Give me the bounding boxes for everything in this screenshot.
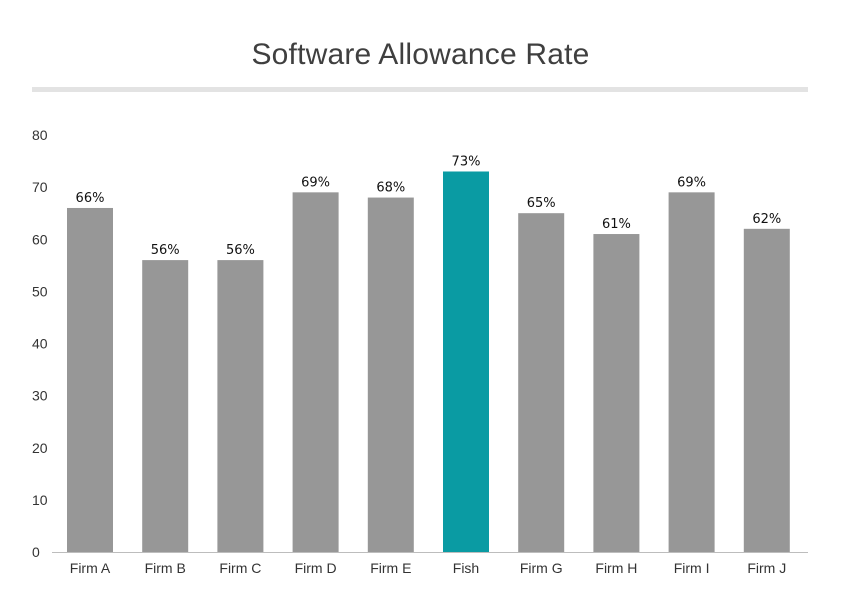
bar <box>292 192 339 552</box>
data-label: 69% <box>677 175 706 190</box>
bar <box>593 234 640 552</box>
data-label: 68% <box>376 181 405 196</box>
x-tick-label: Firm B <box>145 560 186 576</box>
title-divider <box>32 87 808 92</box>
bar <box>518 213 565 552</box>
data-label: 56% <box>151 243 180 258</box>
bar <box>668 192 715 552</box>
x-tick-label: Firm I <box>674 560 710 576</box>
y-tick-label: 60 <box>32 231 48 247</box>
y-tick-label: 0 <box>32 544 40 560</box>
bar <box>142 260 189 552</box>
bar <box>367 197 414 553</box>
bar <box>217 260 264 552</box>
x-tick-label: Firm E <box>370 560 411 576</box>
y-tick-label: 50 <box>32 283 48 299</box>
bar <box>67 207 113 552</box>
x-tick-label: Firm J <box>747 560 786 576</box>
x-tick-label: Firm A <box>70 560 111 576</box>
x-tick-label: Fish <box>453 560 479 576</box>
x-tick-label: Firm C <box>219 560 261 576</box>
data-label: 62% <box>752 212 781 227</box>
data-label: 61% <box>602 217 631 232</box>
bar-highlight <box>443 171 489 553</box>
y-tick-label: 10 <box>32 492 48 508</box>
data-label: 56% <box>226 243 255 258</box>
bar <box>743 228 790 552</box>
x-tick-label: Firm D <box>295 560 337 576</box>
x-tick-label: Firm H <box>595 560 637 576</box>
x-tick-label: Firm G <box>520 560 563 576</box>
y-tick-label: 80 <box>32 127 48 143</box>
y-tick-label: 40 <box>32 336 48 352</box>
data-label: 66% <box>76 191 105 206</box>
chart-title: Software Allowance Rate <box>251 38 590 71</box>
data-label: 73% <box>452 154 481 169</box>
data-label: 69% <box>301 175 330 190</box>
y-tick-label: 70 <box>32 179 48 195</box>
data-label: 65% <box>527 196 556 211</box>
y-tick-label: 20 <box>32 440 48 456</box>
y-tick-label: 30 <box>32 388 48 404</box>
